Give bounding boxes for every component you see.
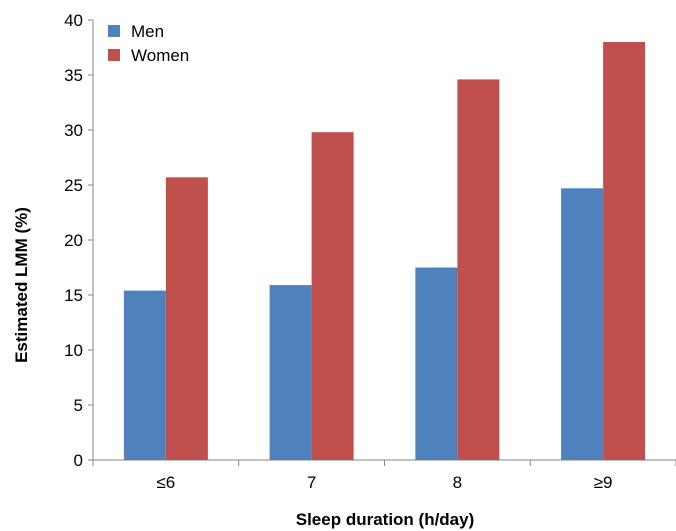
y-tick-label: 20 [64, 231, 83, 250]
x-tick-label: ≥9 [594, 473, 613, 492]
y-tick-label: 25 [64, 176, 83, 195]
y-tick-label: 40 [64, 11, 83, 30]
bar-men [561, 188, 604, 461]
x-tick-label: 8 [453, 473, 462, 492]
bar-women [165, 177, 208, 461]
y-tick-label: 0 [74, 451, 83, 470]
legend-label-women: Women [131, 46, 189, 65]
legend-swatch-men [108, 25, 120, 37]
x-tick-label: 7 [307, 473, 316, 492]
bar-women [603, 42, 646, 460]
x-axis: ≤6 7 8 ≥9 [92, 459, 676, 492]
x-tick-label: ≤6 [156, 473, 175, 492]
y-tick-label: 35 [64, 66, 83, 85]
x-axis-title: Sleep duration (h/day) [296, 510, 475, 529]
legend: Men Women [108, 22, 189, 65]
y-tick-label: 30 [64, 121, 83, 140]
y-tick-label: 10 [64, 341, 83, 360]
bar-men [123, 290, 166, 460]
bar-men [269, 285, 312, 460]
y-axis-title: Estimated LMM (%) [12, 207, 31, 363]
y-axis: 0 5 10 15 20 25 30 35 40 [64, 11, 94, 470]
bar-men [415, 267, 458, 460]
y-tick-label: 5 [74, 396, 83, 415]
bars [123, 42, 646, 461]
bar-women [311, 132, 354, 460]
legend-swatch-women [108, 49, 120, 61]
y-tick-label: 15 [64, 286, 83, 305]
bar-women [457, 79, 500, 461]
legend-label-men: Men [131, 22, 164, 41]
